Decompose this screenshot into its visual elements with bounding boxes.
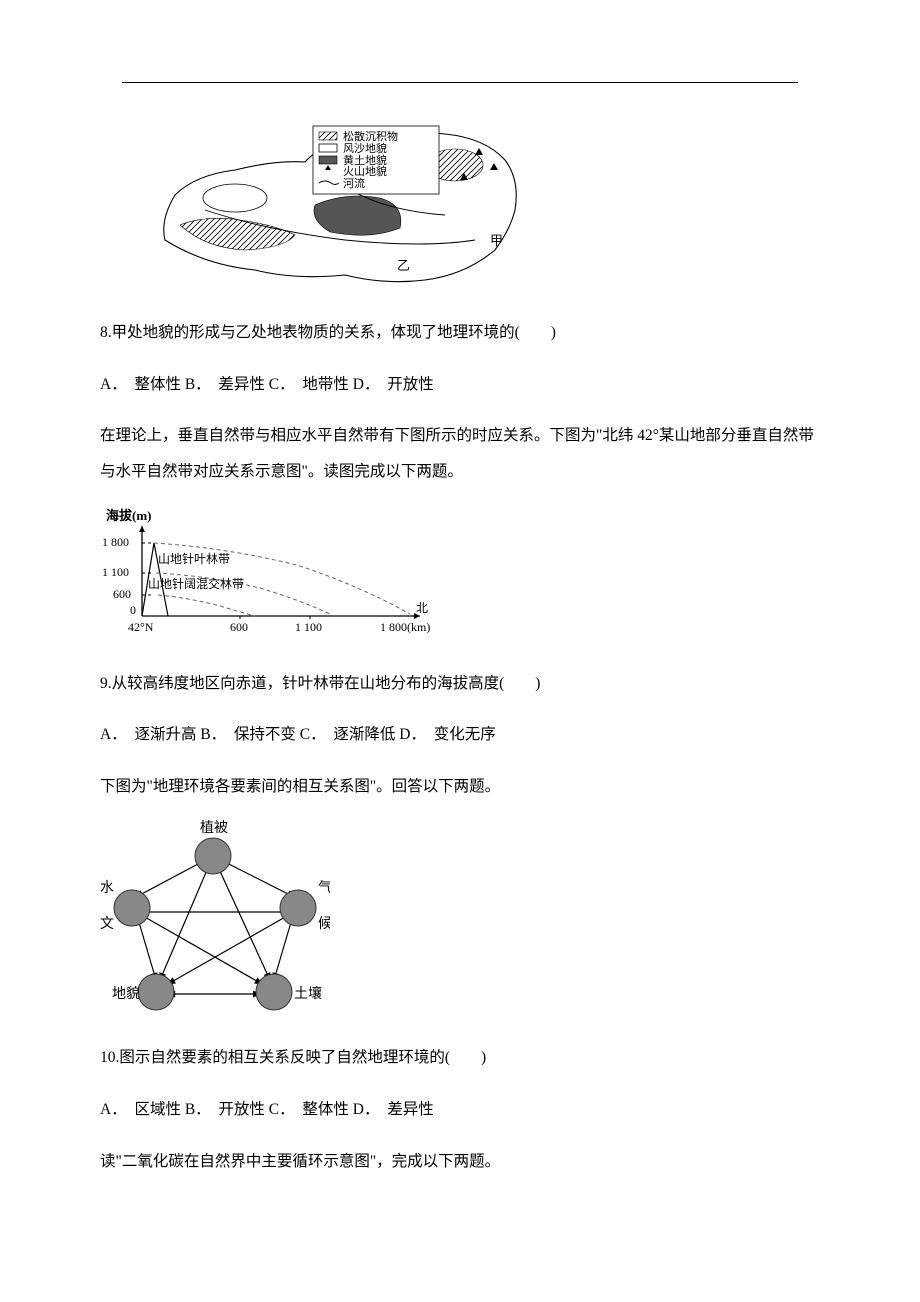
header-rule [122,82,798,83]
intro-11: 读"二氧化碳在自然界中主要循环示意图"，完成以下两题。 [100,1144,820,1180]
legend-item-3: 黄土地貌 [343,153,387,167]
marker-jia: 甲 [490,233,503,248]
chart-ylabel: 海拔(m) [106,508,152,523]
figure-altitude-chart: 海拔(m) 1 800 1 100 600 0 山地针叶林带 山地针阔混交林带 [100,506,820,646]
ytick-1800: 1 800 [102,535,129,549]
node-right-2: 候 [318,916,330,932]
node-right-1: 气 [318,880,330,896]
node-top: 植被 [200,820,228,836]
figure-pentagon-diagram: 植被 水 文 气 候 地貌 土壤 [100,820,820,1020]
intro-9: 在理论上，垂直自然带与相应水平自然带有下图所示的时应关系。下图为"北纬 42°某… [100,418,820,489]
xtick-1100: 1 100 [295,620,322,634]
node-left-1: 水 [100,880,114,896]
legend-item-1: 松散沉积物 [343,129,398,143]
ytick-600: 600 [113,587,131,601]
intro-10: 下图为"地理环境各要素间的相互关系图"。回答以下两题。 [100,769,820,805]
question-10-text: 10.图示自然要素的相互关系反映了自然地理环境的( ) [100,1040,820,1076]
node-br: 土壤 [294,985,322,1002]
zone-1: 山地针叶林带 [158,551,230,566]
zone-2: 山地针阔混交林带 [148,576,244,591]
node-left-2: 文 [100,916,114,932]
xtick-600: 600 [230,620,248,634]
legend-item-4: 火山地貌 [343,164,387,178]
page-content: 甲 乙 松散沉积物 风沙地貌 黄土地貌 火山地貌 河流 8.甲处地貌的形成与乙处… [100,80,820,1179]
figure-china-map: 甲 乙 松散沉积物 风沙地貌 黄土地貌 火山地貌 河流 [145,120,820,295]
question-9-text: 9.从较高纬度地区向赤道，针叶林带在山地分布的海拔高度( ) [100,666,820,702]
legend-item-5: 河流 [343,176,365,190]
question-8-options: A． 整体性 B． 差异性 C． 地带性 D． 开放性 [100,367,820,403]
marker-yi: 乙 [397,258,410,273]
legend-item-2: 风沙地貌 [343,141,387,155]
question-10-options: A． 区域性 B． 开放性 C． 整体性 D． 差异性 [100,1092,820,1128]
question-8-text: 8.甲处地貌的形成与乙处地表物质的关系，体现了地理环境的( ) [100,315,820,351]
question-9-options: A． 逐渐升高 B． 保持不变 C． 逐渐降低 D． 变化无序 [100,717,820,753]
xtick-1800: 1 800(km) [380,620,430,634]
x-arrow-label: 北 [416,601,428,615]
x-origin: 42°N [128,620,154,634]
ytick-0: 0 [130,603,136,617]
ytick-1100: 1 100 [102,565,129,579]
node-bl: 地貌 [112,986,140,1002]
